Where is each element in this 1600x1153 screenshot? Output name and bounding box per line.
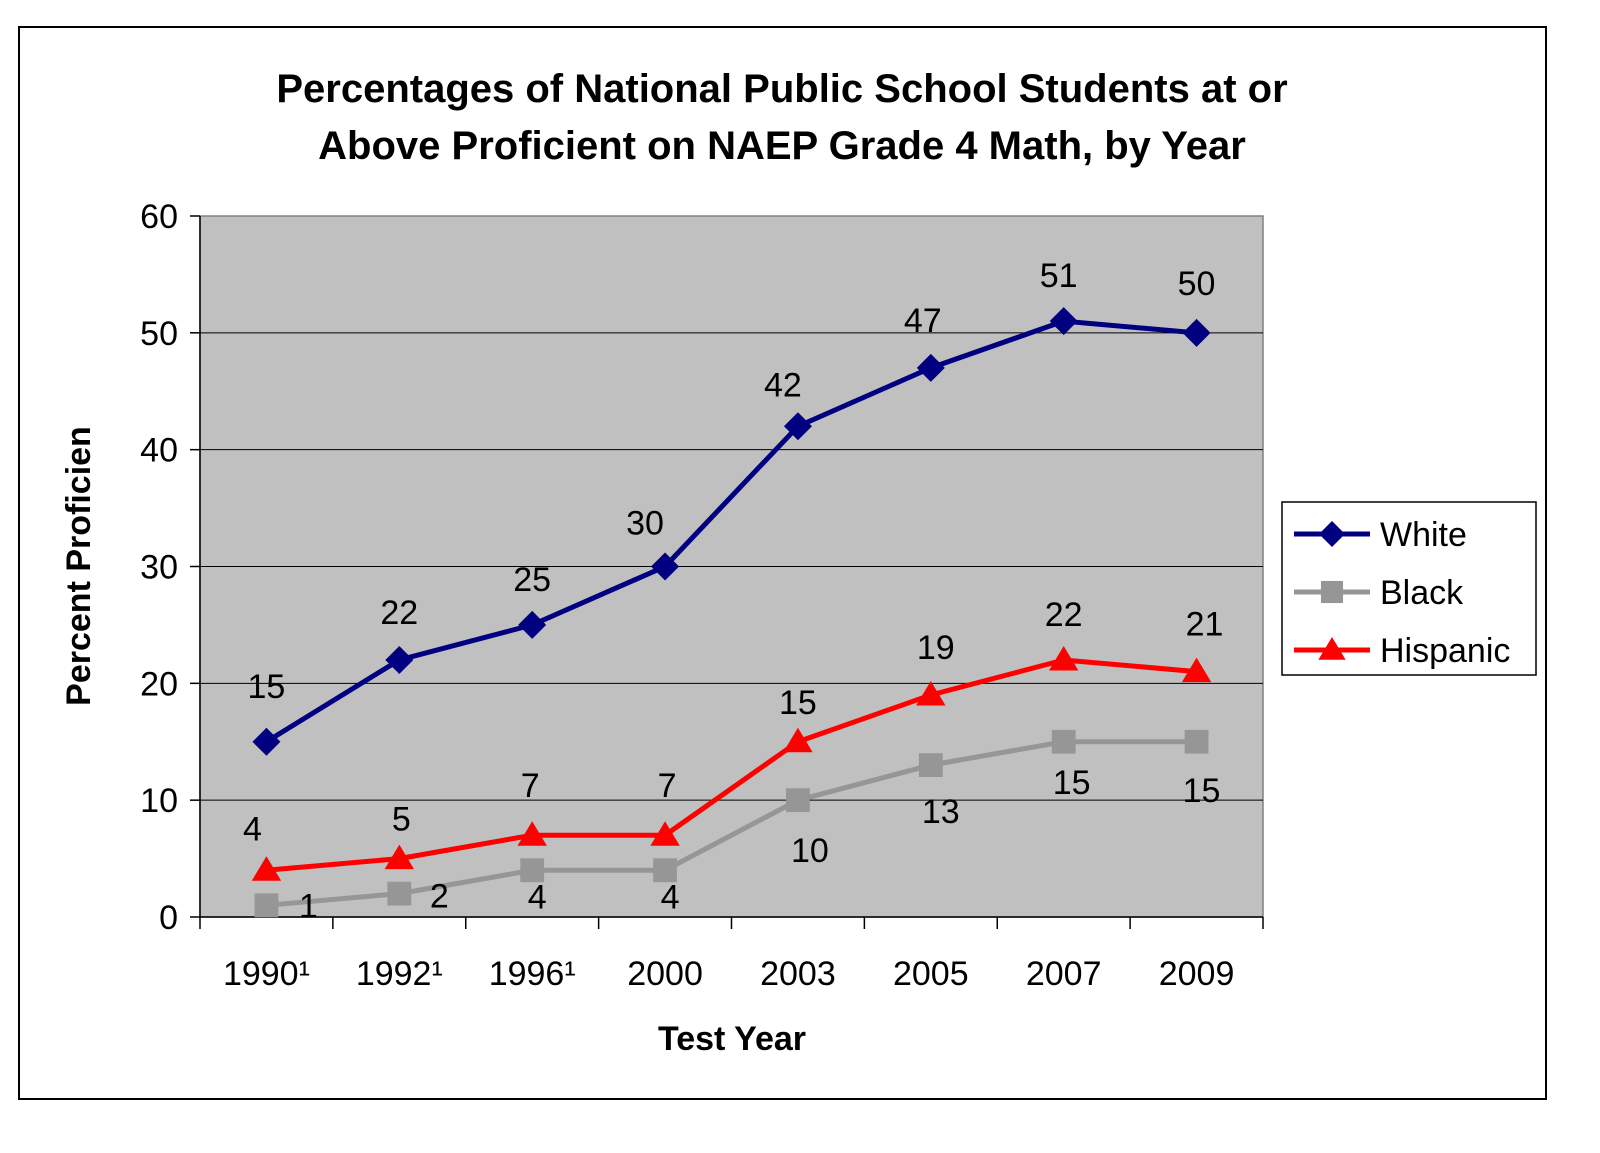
data-label: 4: [528, 878, 547, 916]
series-line: [266, 739, 1197, 908]
triangle-marker: [251, 856, 282, 881]
x-tick-label: 1990¹: [223, 955, 310, 993]
square-marker: [520, 858, 545, 883]
data-label: 1: [299, 887, 318, 925]
data-label: 51: [1040, 257, 1078, 295]
square-marker: [786, 788, 810, 813]
triangle-marker: [1181, 657, 1212, 683]
diamond-marker: [252, 727, 281, 756]
diamond-marker: [1049, 307, 1078, 336]
data-label: 19: [917, 629, 955, 667]
square-marker: [653, 858, 677, 883]
series-white: [252, 307, 1211, 756]
series-black: [254, 729, 1209, 918]
triangle-marker: [384, 844, 415, 870]
x-tick-label: 2007: [1026, 955, 1102, 993]
diamond-marker: [916, 353, 945, 382]
data-label: 22: [380, 594, 418, 632]
data-label: 7: [658, 767, 677, 805]
y-tick-label: 50: [140, 315, 178, 353]
series-line: [266, 657, 1197, 873]
data-label: 30: [626, 505, 664, 543]
x-tick-label: 1992¹: [356, 955, 443, 993]
data-label: 47: [904, 302, 942, 340]
data-label: 21: [1186, 606, 1224, 644]
legend-label: Hispanic: [1380, 632, 1510, 670]
square-marker: [387, 881, 412, 906]
diamond-marker: [385, 645, 414, 674]
series-hispanic: [251, 645, 1212, 881]
chart-title-line-2: Above Proficient on NAEP Grade 4 Math, b…: [318, 124, 1246, 168]
x-tick-label: 2009: [1159, 955, 1235, 993]
square-marker: [918, 753, 943, 778]
y-tick-label: 30: [140, 549, 178, 587]
legend-label: White: [1380, 516, 1467, 554]
x-axis-label: Test Year: [658, 1020, 806, 1058]
triangle-marker: [1318, 637, 1346, 660]
diamond-marker: [1182, 318, 1211, 347]
data-label: 15: [1053, 764, 1091, 802]
diamond-marker: [1319, 521, 1345, 547]
diamond-marker: [518, 610, 547, 639]
legend-item-black: Black: [1294, 574, 1464, 612]
data-label: 5: [392, 801, 411, 839]
triangle-marker: [1048, 645, 1079, 671]
data-label: 50: [1178, 265, 1216, 303]
legend-item-white: White: [1294, 516, 1467, 554]
data-label: 4: [661, 878, 680, 916]
square-marker: [1320, 580, 1344, 604]
data-label: 4: [243, 810, 262, 848]
chart-title-line-1: Percentages of National Public School St…: [276, 67, 1287, 111]
data-label: 42: [764, 366, 802, 404]
square-marker: [254, 893, 279, 918]
triangle-marker: [517, 821, 547, 846]
diamond-marker: [783, 412, 812, 441]
triangle-marker: [783, 727, 813, 753]
x-tick-label: 1996¹: [489, 955, 576, 993]
triangle-marker: [916, 681, 946, 706]
data-label: 10: [791, 832, 829, 870]
data-label: 15: [1183, 772, 1221, 810]
y-tick-label: 0: [159, 899, 178, 937]
triangle-marker: [650, 821, 680, 846]
data-label: 7: [521, 767, 540, 805]
square-marker: [1184, 729, 1209, 754]
x-tick-label: 2003: [760, 955, 836, 993]
y-tick-label: 40: [140, 432, 178, 470]
data-label: 22: [1045, 596, 1083, 634]
x-tick-label: 2005: [893, 955, 969, 993]
data-label: 2: [430, 878, 449, 916]
series-line: [265, 318, 1197, 744]
y-tick-label: 10: [140, 782, 178, 820]
y-tick-label: 20: [140, 665, 178, 703]
data-label: 15: [248, 668, 286, 706]
data-label: 15: [779, 684, 817, 722]
data-label: 25: [513, 561, 551, 599]
square-marker: [1051, 729, 1076, 754]
y-tick-label: 60: [140, 198, 178, 236]
x-tick-label: 2000: [627, 955, 703, 993]
diamond-marker: [651, 552, 680, 581]
legend-item-hispanic: Hispanic: [1294, 632, 1510, 670]
legend-label: Black: [1380, 574, 1464, 612]
data-label: 13: [922, 793, 960, 831]
y-axis-label: Percent Proficien: [60, 426, 98, 706]
